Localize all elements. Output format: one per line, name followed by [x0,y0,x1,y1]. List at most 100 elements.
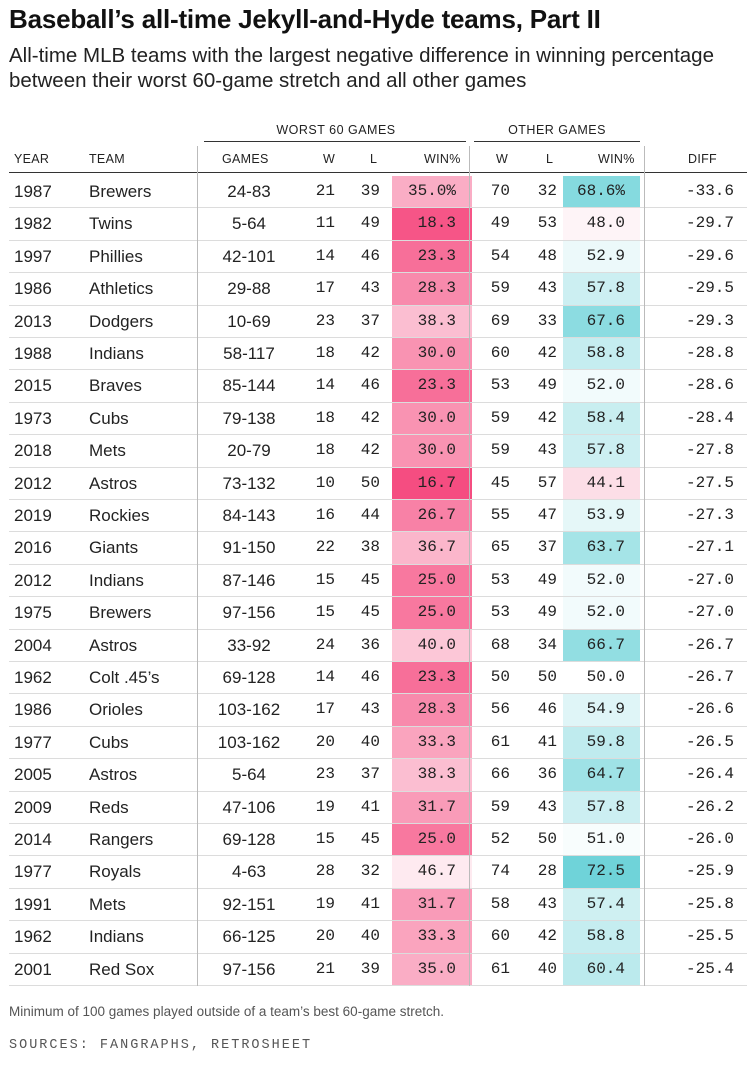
cell-other-l: 42 [537,408,557,427]
cell-games: 42-101 [222,246,276,266]
cell-other-w: 60 [490,927,510,946]
group-rule-worst [204,141,466,142]
cell-diff: -25.4 [685,959,734,978]
cell-winpct: 38.3 [417,311,456,330]
cell-other-w: 66 [490,765,510,784]
cell-team: Astros [89,635,138,655]
cell-team: Giants [89,538,139,558]
cell-other-w: 54 [490,246,510,265]
cell-games: 33-92 [227,635,271,655]
cell-l: 44 [360,506,380,524]
cell-other-w: 58 [490,894,510,913]
cell-other-w: 45 [490,473,510,492]
cell-team: Twins [89,214,133,234]
table-row: 2016 Giants 91-150 22 38 36.7 65 37 63.7 -27.1 [9,532,747,565]
cell-other-winpct: 72.5 [586,862,625,881]
cell-other-l: 49 [537,376,557,395]
cell-winpct: 18.3 [417,214,456,233]
cell-other-winpct: 58.4 [586,408,625,427]
cell-winpct: 31.7 [417,894,456,913]
cell-games: 103-162 [217,700,281,720]
cell-year: 1973 [14,408,52,428]
other-winpct-shade [563,273,640,305]
worst-winpct-shade [392,791,472,823]
cell-games: 24-83 [227,182,271,201]
cell-diff: -33.6 [685,182,734,200]
other-winpct-shade [563,208,640,240]
cell-l: 50 [360,473,380,492]
cell-diff: -28.4 [685,408,734,427]
cell-games: 84-143 [222,506,276,525]
cell-other-l: 43 [537,279,557,298]
cell-l: 46 [360,246,380,265]
cell-l: 45 [360,603,380,622]
cell-team: Orioles [89,700,143,720]
cell-other-w: 68 [490,635,510,654]
cell-winpct: 16.7 [417,473,456,492]
cell-other-winpct: 50.0 [586,668,625,686]
cell-other-winpct: 57.8 [586,279,625,298]
cell-diff: -25.8 [685,894,734,913]
cell-winpct: 30.0 [417,408,456,427]
cell-team: Mets [89,441,126,461]
cell-l: 41 [360,894,380,913]
cell-winpct: 30.0 [417,441,456,460]
cell-other-winpct: 63.7 [586,538,625,557]
cell-other-l: 57 [537,473,557,492]
cell-year: 1962 [14,927,52,947]
other-winpct-shade [563,888,640,921]
cell-year: 2004 [14,635,52,655]
cell-other-l: 37 [537,538,557,557]
cell-w: 28 [315,862,335,881]
cell-team: Athletics [89,279,154,299]
cell-l: 39 [360,182,380,200]
table-row: 2019 Rockies 84-143 16 44 26.7 55 47 53.9 -27.3 [9,500,747,533]
other-winpct-shade [563,824,640,856]
cell-other-w: 60 [490,344,510,362]
worst-winpct-shade [392,532,472,564]
worst-winpct-shade [392,726,472,759]
cell-games: 29-88 [227,279,271,299]
cell-games: 4-63 [231,862,267,882]
cell-team: Mets [89,894,126,914]
cell-winpct: 25.0 [417,830,456,848]
other-winpct-shade [563,370,640,402]
cell-diff: -27.3 [685,506,734,524]
cell-w: 17 [315,700,335,719]
cell-other-l: 48 [537,246,557,265]
cell-winpct: 35.0 [417,959,456,978]
cell-other-l: 43 [537,894,557,913]
cell-winpct: 25.0 [417,570,456,589]
cell-w: 20 [315,927,335,946]
cell-year: 1986 [14,700,52,720]
cell-other-winpct: 52.0 [586,376,625,395]
cell-year: 2014 [14,830,52,849]
table-row: 1977 Cubs 103-162 20 40 33.3 61 41 59.8 -26.5 [9,726,747,760]
cell-games: 79-138 [222,408,276,428]
cell-other-l: 43 [537,797,557,816]
cell-other-winpct: 59.8 [586,732,625,751]
cell-winpct: 25.0 [417,603,456,622]
cell-other-w: 49 [490,214,510,233]
other-winpct-shade [563,532,640,564]
cell-diff: -26.2 [685,797,734,816]
cell-l: 40 [360,732,380,751]
cell-other-winpct: 58.8 [586,927,625,946]
cell-team: Reds [89,797,129,817]
worst-winpct-shade [392,273,472,305]
cell-other-winpct: 53.9 [586,506,625,524]
cell-games: 47-106 [222,797,276,817]
cell-games: 69-128 [222,830,276,849]
cell-diff: -29.6 [685,246,734,265]
group-rule-other [474,141,640,142]
cell-team: Cubs [89,732,129,752]
cell-w: 19 [315,797,335,816]
cell-year: 1977 [14,862,52,882]
cell-year: 1987 [14,182,52,201]
cell-team: Indians [89,927,144,947]
cell-l: 41 [360,797,380,816]
cell-w: 17 [315,279,335,298]
worst-winpct-shade [392,500,472,532]
cell-year: 1982 [14,214,52,234]
cell-other-winpct: 57.8 [586,441,625,460]
